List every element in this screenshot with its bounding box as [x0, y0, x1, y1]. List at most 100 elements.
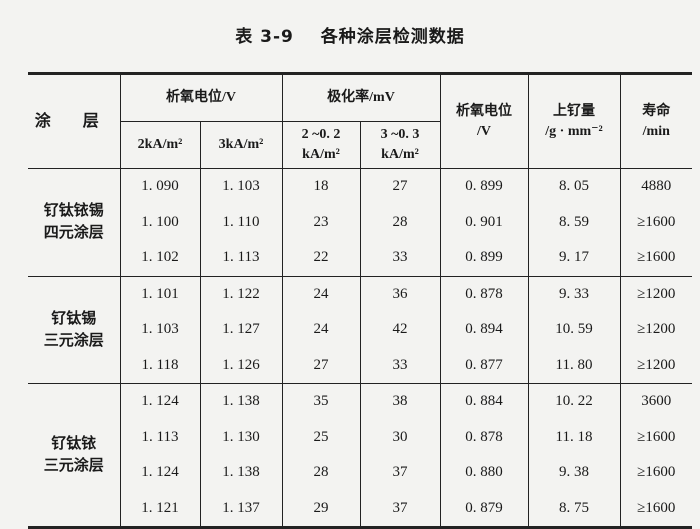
table-cell: 8. 05	[527, 168, 621, 205]
table-row: 1. 124 1. 138 28 37 0. 880 9. 38 ≥1600	[28, 455, 693, 491]
table-cell: ≥1600	[619, 490, 693, 529]
table-cell: 10. 22	[527, 383, 621, 420]
table-cell: 9. 17	[527, 240, 621, 277]
table-cell: 0. 899	[439, 168, 529, 205]
header-line: 上钌量	[553, 103, 596, 119]
table-cell: 38	[359, 383, 441, 420]
header-line: 析氧电位	[456, 103, 513, 119]
table-cell: 10. 59	[527, 312, 621, 348]
table-number: 表 3-9	[235, 27, 294, 47]
header-life: 寿命/min	[619, 72, 693, 169]
table-cell: 0. 877	[439, 347, 529, 384]
table-cell: 0. 880	[439, 455, 529, 491]
table-cell: 1. 113	[199, 240, 282, 277]
table-cell: 37	[359, 490, 441, 529]
header-pol-2: 3 ~0. 3 kA/m²	[359, 121, 441, 169]
header-oxygen-potential: 析氧电位/V	[439, 72, 529, 169]
header-ru-loading: 上钌量/g · mm⁻²	[527, 72, 621, 169]
table-cell: 1. 100	[119, 204, 200, 240]
table-cell: 33	[359, 347, 441, 384]
table-cell: 18	[281, 168, 360, 205]
table-cell: 1. 124	[119, 383, 200, 420]
header-pol-1: 2 ~0. 2 kA/m²	[281, 121, 360, 169]
table-cell: 1. 122	[199, 276, 282, 312]
table-cell: ≥1600	[619, 455, 693, 491]
table-cell: 1. 138	[199, 455, 282, 491]
table-cell: 4880	[619, 168, 693, 205]
table-cell: 0. 901	[439, 204, 529, 240]
table-cell: 1. 110	[199, 204, 282, 240]
coating-name-line: 钌钛铱锡	[43, 203, 104, 220]
table-cell: 37	[359, 455, 441, 491]
table-row: 钌钛锡 三元涂层 1. 101 1. 122 24 36 0. 878 9. 33 ≥1200	[28, 276, 693, 384]
table-cell: 30	[359, 419, 441, 455]
table-cell: 1. 138	[199, 383, 282, 420]
table-cell: 1. 102	[119, 240, 200, 277]
table-row: 1. 100 1. 110 23 28 0. 901 8. 59 ≥1600	[28, 204, 693, 240]
header-line: /min	[642, 123, 670, 139]
table-cell: ≥1200	[619, 347, 693, 384]
table-cell: 1. 121	[119, 490, 200, 529]
table-cell: 8. 75	[527, 490, 621, 529]
table-cell: 23	[281, 204, 360, 240]
table-row: 1. 113 1. 130 25 30 0. 878 11. 18 ≥1600	[28, 419, 693, 455]
table-cell: ≥1600	[619, 240, 693, 277]
table-row: 1. 118 1. 126 27 33 0. 877 11. 80 ≥1200	[28, 347, 693, 384]
coating-name-line: 三元涂层	[43, 332, 104, 349]
table-cell: 27	[281, 347, 360, 384]
table-cell: 33	[359, 240, 441, 277]
table-cell: 28	[281, 455, 360, 491]
header-oxygen-potential-group: 析氧电位/V	[119, 72, 282, 122]
table-cell: 1. 118	[119, 347, 200, 384]
header-line: kA/m²	[381, 147, 419, 162]
table-cell: 36	[359, 276, 441, 312]
header-2ka: 2kA/m²	[119, 121, 200, 169]
table-cell: 0. 878	[439, 276, 529, 312]
table-row: 1. 102 1. 113 22 33 0. 899 9. 17 ≥1600	[28, 240, 693, 277]
table-cell: 28	[359, 204, 441, 240]
table-cell: 25	[281, 419, 360, 455]
table-caption: 各种涂层检测数据	[320, 27, 465, 47]
table-cell: 24	[281, 276, 360, 312]
table-cell: 0. 899	[439, 240, 529, 277]
coating-test-data-table: 涂 层 析氧电位/V 极化率/mV 析氧电位/V 上钌量/g · mm⁻² 寿命…	[28, 72, 693, 529]
table-cell: 22	[281, 240, 360, 277]
table-cell: 11. 80	[527, 347, 621, 384]
header-line: 寿命	[642, 103, 671, 119]
table-cell: 42	[359, 312, 441, 348]
table-cell: ≥1600	[619, 419, 693, 455]
table-cell: 1. 103	[199, 168, 282, 205]
header-line: kA/m²	[302, 147, 340, 162]
header-3ka: 3kA/m²	[199, 121, 282, 169]
table-cell: 9. 33	[527, 276, 621, 312]
table-title: 表 3-9 各种涂层检测数据	[0, 22, 700, 47]
coating-name-line: 三元涂层	[43, 458, 104, 474]
coating-name-line: 钌钛铱	[51, 436, 97, 452]
coating-name-line: 钌钛锡	[51, 310, 97, 327]
table-cell: ≥1200	[619, 276, 693, 312]
table-cell: 1. 130	[199, 419, 282, 455]
table-cell: 27	[359, 168, 441, 205]
header-line: 3 ~0. 3	[380, 127, 420, 142]
table-cell: 9. 38	[527, 455, 621, 491]
table-cell: 0. 894	[439, 312, 529, 348]
table-cell: 0. 884	[439, 383, 529, 420]
header-line: 2 ~0. 2	[301, 127, 341, 142]
table-cell: 1. 101	[119, 276, 200, 312]
table-cell: 8. 59	[527, 204, 621, 240]
table-row: 钌钛铱 三元涂层 1. 124 1. 138 35 38 0. 884 10. 22 3600	[28, 383, 693, 529]
header-line: /V	[477, 123, 492, 139]
coating-name-line: 四元涂层	[43, 225, 104, 242]
table-cell: 35	[281, 383, 360, 420]
header-coating: 涂 层	[28, 72, 120, 169]
table-cell: 29	[281, 490, 360, 529]
header-line: /g · mm⁻²	[545, 123, 603, 139]
table-row: 1. 121 1. 137 29 37 0. 879 8. 75 ≥1600	[28, 490, 693, 529]
table-cell: 1. 124	[119, 455, 200, 491]
table-cell: 3600	[619, 383, 693, 420]
table-cell: 1. 090	[119, 168, 200, 205]
table-cell: 0. 879	[439, 490, 529, 529]
table-cell: ≥1600	[619, 204, 693, 240]
table-cell: ≥1200	[619, 312, 693, 348]
coating-name: 钌钛锡 三元涂层	[28, 276, 120, 384]
